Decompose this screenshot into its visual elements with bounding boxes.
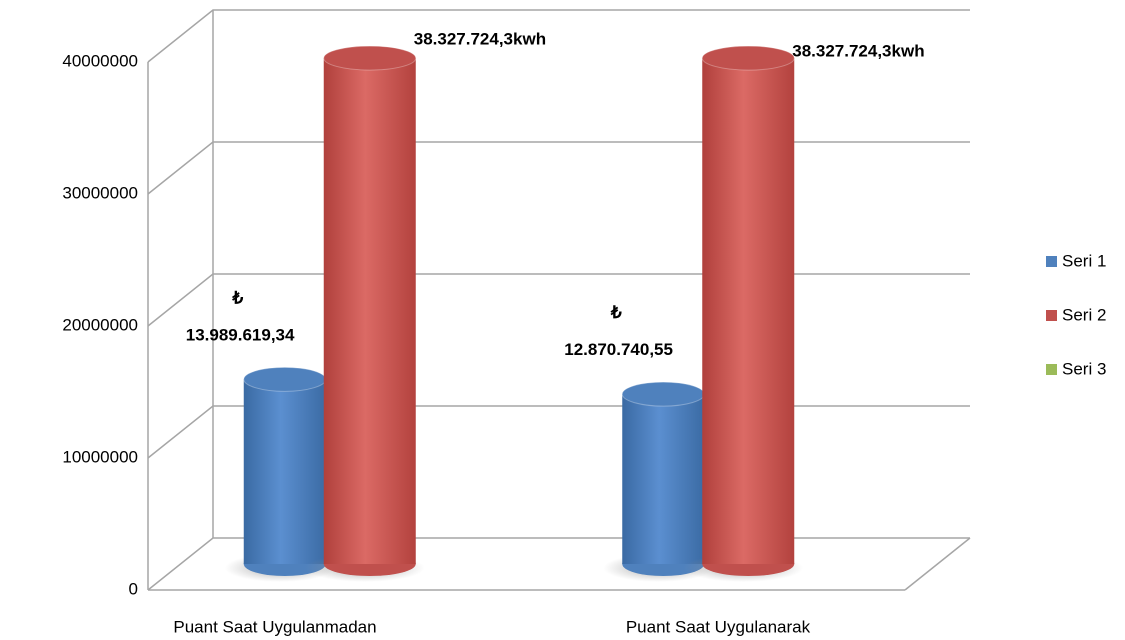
value-label: 38.327.724,3kwh [414,30,546,49]
legend-label: Seri 1 [1062,251,1106,270]
legend-swatch [1046,364,1057,375]
value-label: 38.327.724,3kwh [792,42,924,61]
legend-swatch [1046,256,1057,267]
y-tick-label: 20000000 [62,315,138,334]
y-tick-label: 0 [129,579,138,598]
bar [323,58,416,565]
grid-line [147,273,970,327]
value-label: ₺ 12.870.740,55 [560,304,673,360]
y-tick-label: 30000000 [62,183,138,202]
grid-line [147,9,970,63]
value-label: ₺ 13.989.619,34 [181,289,295,345]
bar [622,394,705,564]
bar-top [323,45,417,71]
grid-line [147,141,970,195]
x-tick-label: Puant Saat Uygulanarak [626,617,811,636]
legend-label: Seri 3 [1062,359,1106,378]
bar-top [621,381,705,407]
y-tick-label: 10000000 [62,447,138,466]
bar [702,58,795,565]
bar-top [243,366,327,392]
y-tick-label: 40000000 [62,51,138,70]
bar [243,379,326,564]
x-tick-label: Puant Saat Uygulanmadan [173,617,376,636]
bar-top [701,45,795,71]
legend-swatch [1046,310,1057,321]
legend-label: Seri 2 [1062,305,1106,324]
floor-side [904,537,971,591]
